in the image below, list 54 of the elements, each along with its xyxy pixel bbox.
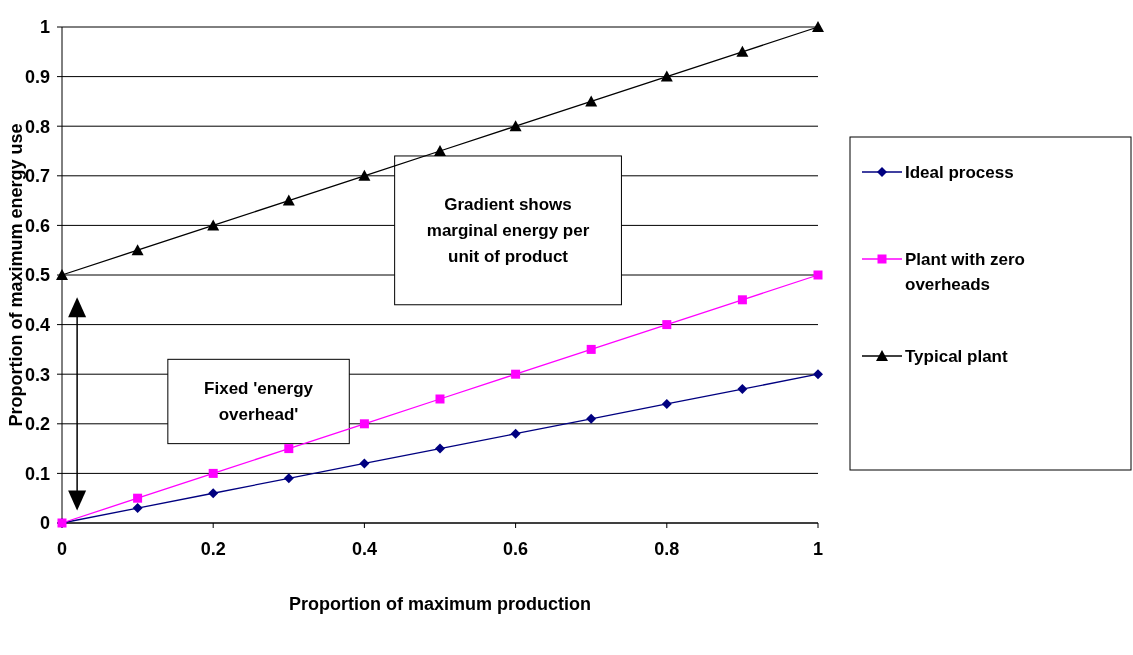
point: [586, 413, 597, 424]
y-tick-label: 0.6: [24, 215, 50, 236]
point: [737, 295, 747, 305]
point: [813, 369, 823, 380]
x-tick-label: 0.8: [654, 539, 680, 559]
point: [660, 70, 673, 82]
legend-label: Ideal process: [905, 162, 1014, 182]
point: [282, 194, 295, 206]
y-tick-label: 1: [39, 17, 50, 38]
x-axis-title: Proportion of maximum production: [289, 594, 591, 614]
legend-label: Plant with zero overheads: [905, 249, 1025, 294]
point: [812, 21, 824, 32]
x-tick-label: 0.2: [200, 539, 226, 559]
y-tick-label: 0: [39, 513, 50, 534]
x-tick-label: 0: [56, 539, 68, 559]
y-tick-label: 0.3: [24, 364, 50, 385]
point: [509, 120, 522, 132]
point: [435, 443, 445, 454]
point: [283, 473, 294, 484]
y-axis-title: Proportion of maximum energy use: [6, 123, 26, 427]
point: [813, 270, 823, 280]
point: [586, 344, 596, 354]
point: [736, 45, 749, 57]
point: [359, 419, 369, 429]
x-tick-label: 0.6: [503, 539, 529, 559]
point: [434, 145, 446, 156]
point: [585, 95, 598, 107]
x-tick-label: 1: [812, 539, 824, 559]
y-tick-label: 0.2: [24, 414, 50, 435]
point: [133, 493, 143, 503]
point: [131, 244, 144, 256]
point: [359, 458, 370, 469]
y-tick-label: 0.1: [24, 463, 50, 484]
point: [435, 394, 445, 404]
x-tick-label: 0.4: [351, 539, 377, 559]
point: [132, 503, 143, 514]
point: [737, 384, 748, 395]
annotation: Fixed 'energy overhead': [204, 379, 314, 425]
y-tick-label: 0.4: [24, 314, 50, 335]
point: [208, 488, 219, 499]
point: [511, 369, 521, 379]
annotation: Gradient shows marginal energy per unit of product: [426, 195, 590, 267]
point: [208, 468, 218, 478]
point: [56, 269, 68, 280]
point: [661, 398, 672, 409]
point: [662, 320, 672, 330]
y-tick-label: 0.5: [24, 265, 50, 286]
point: [510, 428, 521, 439]
point: [358, 169, 371, 181]
y-tick-label: 0.9: [24, 66, 50, 87]
y-tick-label: 0.8: [24, 116, 50, 137]
point: [207, 219, 220, 231]
point: [284, 444, 294, 454]
legend-label: Typical plant: [905, 346, 1008, 366]
